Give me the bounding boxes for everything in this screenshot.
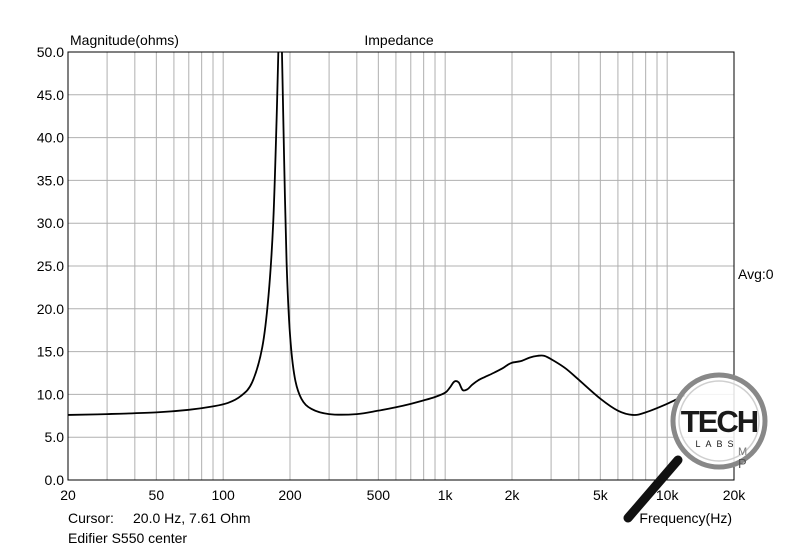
techlabs-watermark: TECH LABS M P [623,372,768,523]
y-tick-label: 30.0 [37,215,64,231]
x-tick-label: 500 [367,487,391,503]
cursor-label: Cursor: [68,510,114,526]
y-tick-label: 50.0 [37,44,64,60]
cursor-value: 20.0 Hz, 7.61 Ohm [133,510,251,526]
y-tick-label: 40.0 [37,130,64,146]
y-tick-label: 25.0 [37,258,64,274]
chart-caption: Edifier S550 center [68,530,188,546]
chart-title: Impedance [364,32,433,48]
x-tick-label: 2k [505,487,521,503]
magnifier-lens [670,372,768,470]
magnifier-handle [623,455,683,523]
x-tick-label: 100 [211,487,235,503]
x-tick-label: 200 [278,487,302,503]
x-axis-label: Frequency(Hz) [639,510,732,526]
watermark-letters: TECH [681,404,758,439]
watermark-p: P [738,456,747,471]
y-axis-label: Magnitude(ohms) [70,32,179,48]
watermark-m: M [738,446,747,458]
x-tick-label: 50 [149,487,165,503]
impedance-curve [68,52,686,416]
x-tick-label: 10k [656,487,680,503]
x-tick-labels: 20 50 100 200 500 1k 2k 5k 10k 20k [60,487,746,503]
avg-annotation: Avg:0 [738,266,774,282]
y-tick-label: 20.0 [37,301,64,317]
y-tick-labels: 0.0 5.0 10.0 15.0 20.0 25.0 30.0 35.0 40.0 45.0 50… [37,44,64,488]
y-tick-label: 10.0 [37,386,64,402]
x-tick-label: 20 [60,487,76,503]
plot-frame [67,51,735,481]
x-tick-label: 1k [438,487,454,503]
watermark-sub: LABS [695,439,738,449]
x-tick-label: 5k [593,487,609,503]
x-tick-label: 20k [723,487,747,503]
y-tick-label: 5.0 [45,429,65,445]
y-tick-label: 0.0 [45,472,65,488]
y-tick-label: 35.0 [37,172,64,188]
y-tick-label: 15.0 [37,344,64,360]
y-tick-label: 45.0 [37,87,64,103]
